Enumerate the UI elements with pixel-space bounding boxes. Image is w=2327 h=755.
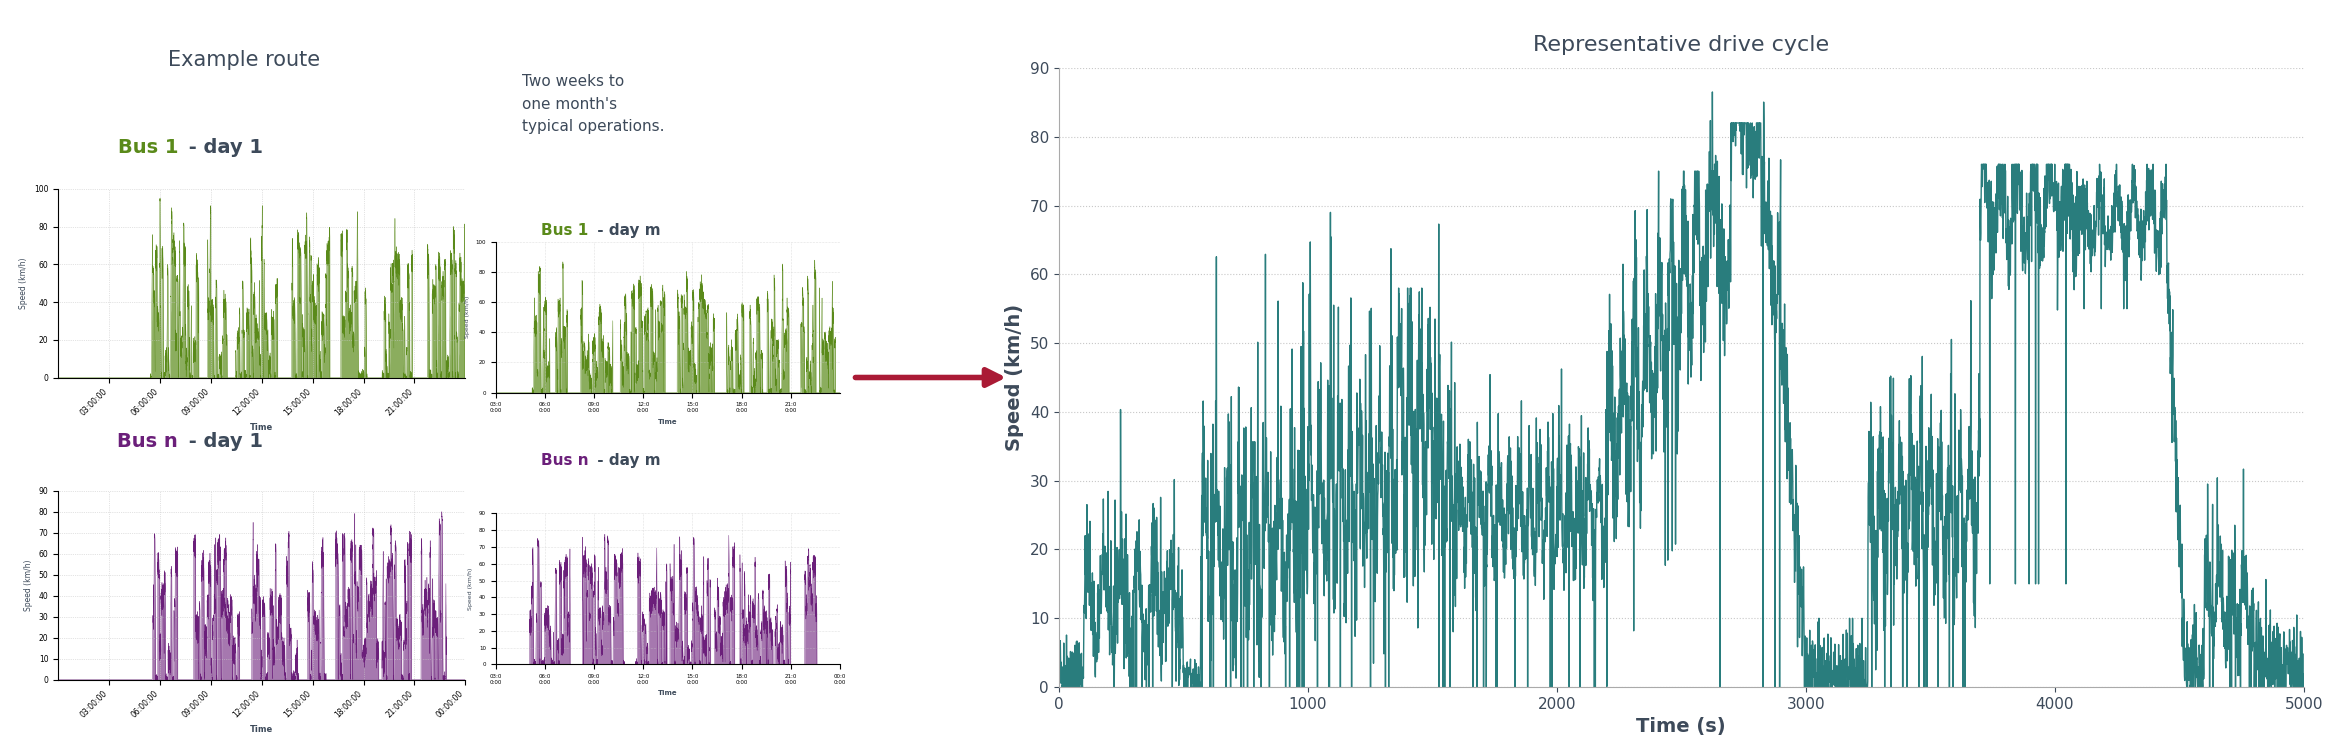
- X-axis label: Time (s): Time (s): [1636, 717, 1727, 736]
- Text: Bus 1: Bus 1: [542, 223, 589, 238]
- Y-axis label: Speed (km/h): Speed (km/h): [1005, 304, 1024, 451]
- Text: - day m: - day m: [593, 453, 661, 468]
- Y-axis label: Speed (km/h): Speed (km/h): [19, 257, 28, 309]
- Text: - day 1: - day 1: [182, 137, 263, 157]
- Y-axis label: Speed (km/h): Speed (km/h): [23, 559, 33, 611]
- Text: Bus n: Bus n: [116, 432, 179, 451]
- Text: Bus n: Bus n: [542, 453, 589, 468]
- Text: Bus 1: Bus 1: [119, 137, 179, 157]
- X-axis label: Time: Time: [251, 726, 272, 735]
- Text: - day 1: - day 1: [182, 432, 263, 451]
- Y-axis label: Speed (km/h): Speed (km/h): [468, 568, 472, 610]
- Text: - day m: - day m: [593, 223, 661, 238]
- X-axis label: Time: Time: [659, 691, 677, 696]
- Y-axis label: Speed (km/h): Speed (km/h): [465, 296, 470, 338]
- X-axis label: Time: Time: [251, 424, 272, 433]
- X-axis label: Time: Time: [659, 419, 677, 424]
- Text: Example route: Example route: [168, 51, 321, 70]
- Title: Representative drive cycle: Representative drive cycle: [1533, 35, 1829, 55]
- Text: Two weeks to
one month's
typical operations.: Two weeks to one month's typical operati…: [521, 75, 663, 134]
